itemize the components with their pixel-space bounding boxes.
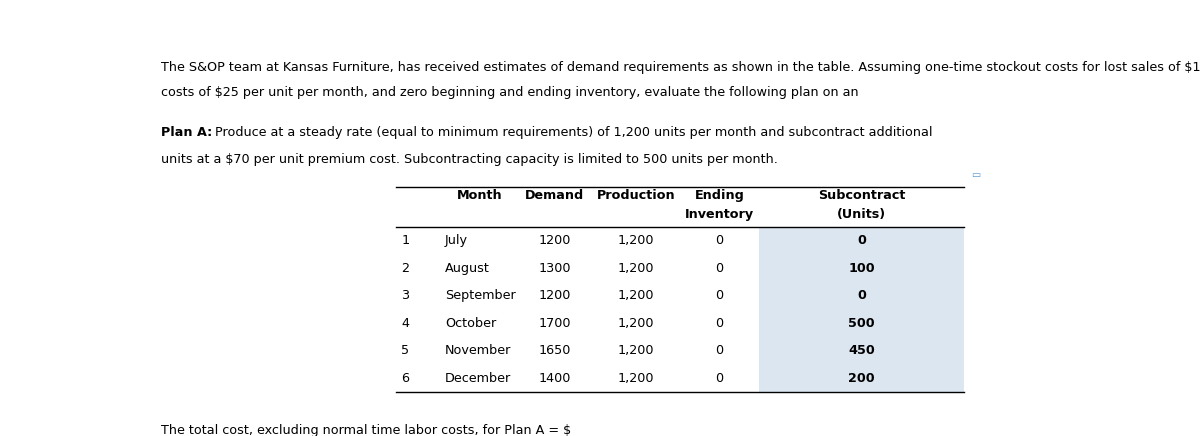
Text: 4: 4 — [401, 317, 409, 330]
Text: 1300: 1300 — [539, 262, 571, 275]
Text: 0: 0 — [857, 289, 866, 302]
Text: 0: 0 — [715, 317, 724, 330]
Text: 1,200: 1,200 — [618, 344, 654, 357]
Text: 1,200: 1,200 — [618, 262, 654, 275]
Text: September: September — [445, 289, 516, 302]
Text: The total cost, excluding normal time labor costs, for Plan A = $: The total cost, excluding normal time la… — [161, 424, 571, 436]
Text: 1,200: 1,200 — [618, 289, 654, 302]
Text: 100: 100 — [848, 262, 875, 275]
Text: 6: 6 — [401, 372, 409, 385]
Text: (Units): (Units) — [836, 208, 886, 221]
Text: August: August — [445, 262, 490, 275]
Text: Production: Production — [596, 189, 676, 202]
Text: 5: 5 — [401, 344, 409, 357]
Bar — [760, 255, 964, 282]
Text: costs of $25 per unit per month, and zero beginning and ending inventory, evalua: costs of $25 per unit per month, and zer… — [161, 86, 863, 99]
Text: 1700: 1700 — [539, 317, 571, 330]
Text: 1200: 1200 — [539, 234, 571, 247]
Text: December: December — [445, 372, 511, 385]
Text: 0: 0 — [715, 344, 724, 357]
Text: The S&OP team at Kansas Furniture, has received estimates of demand requirements: The S&OP team at Kansas Furniture, has r… — [161, 61, 1200, 74]
Text: Subcontract: Subcontract — [817, 189, 905, 202]
Bar — [760, 337, 964, 364]
Text: Produce at a steady rate (equal to minimum requirements) of 1,200 units per mont: Produce at a steady rate (equal to minim… — [211, 126, 932, 139]
Text: 1,200: 1,200 — [618, 372, 654, 385]
Text: Plan A:: Plan A: — [161, 126, 212, 139]
Bar — [760, 310, 964, 337]
Text: 1200: 1200 — [539, 289, 571, 302]
Text: 1: 1 — [401, 234, 409, 247]
Text: 1,200: 1,200 — [618, 234, 654, 247]
Text: July: July — [445, 234, 468, 247]
Text: October: October — [445, 317, 496, 330]
Text: 0: 0 — [715, 289, 724, 302]
Text: units at a $70 per unit premium cost. Subcontracting capacity is limited to 500 : units at a $70 per unit premium cost. Su… — [161, 153, 782, 166]
Text: Demand: Demand — [524, 189, 584, 202]
Text: 1400: 1400 — [539, 372, 571, 385]
Text: 1,200: 1,200 — [618, 317, 654, 330]
Text: 3: 3 — [401, 289, 409, 302]
Text: 450: 450 — [848, 344, 875, 357]
Bar — [760, 227, 964, 255]
Text: November: November — [445, 344, 511, 357]
Text: 1650: 1650 — [539, 344, 571, 357]
Text: Ending: Ending — [695, 189, 744, 202]
Text: 0: 0 — [857, 234, 866, 247]
Bar — [760, 364, 964, 392]
Bar — [760, 282, 964, 310]
Text: Inventory: Inventory — [685, 208, 754, 221]
Text: Month: Month — [456, 189, 502, 202]
Text: 0: 0 — [715, 234, 724, 247]
Text: 200: 200 — [848, 372, 875, 385]
Text: 2: 2 — [401, 262, 409, 275]
Text: ▭: ▭ — [971, 170, 980, 181]
Text: 0: 0 — [715, 262, 724, 275]
Text: 500: 500 — [848, 317, 875, 330]
Text: 0: 0 — [715, 372, 724, 385]
